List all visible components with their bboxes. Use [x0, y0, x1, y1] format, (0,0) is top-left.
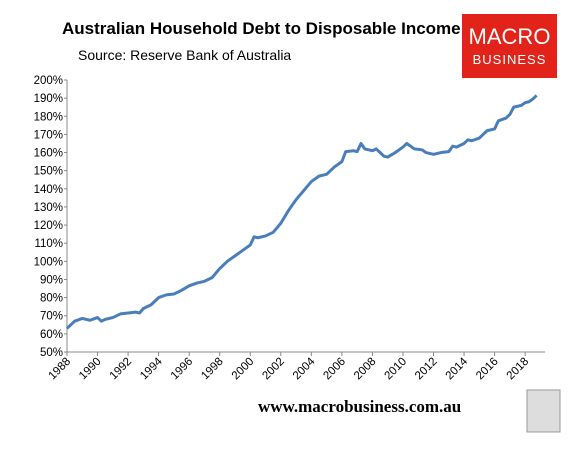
- logo-text: MACRO: [469, 24, 551, 49]
- x-tick-label: 1996: [169, 356, 196, 383]
- chart-subtitle: Source: Reserve Bank of Australia: [78, 47, 291, 63]
- x-tick-label: 2014: [444, 355, 471, 382]
- logo-icon: [526, 389, 561, 433]
- y-tick-label: 110%: [34, 238, 63, 250]
- y-tick-label: 100%: [34, 256, 63, 268]
- y-tick-label: 160%: [34, 148, 63, 160]
- y-tick-label: 170%: [34, 129, 63, 141]
- x-tick-label: 2000: [230, 356, 257, 383]
- y-tick-label: 140%: [34, 184, 63, 196]
- x-tick-label: 2018: [505, 356, 532, 383]
- x-tick-label: 1994: [138, 355, 165, 382]
- y-tick-label: 120%: [34, 220, 63, 232]
- x-tick-label: 1992: [108, 356, 135, 383]
- y-tick-label: 200%: [34, 75, 63, 87]
- y-tick-label: 60%: [40, 329, 63, 341]
- y-tick-label: 70%: [40, 311, 63, 323]
- x-tick-label: 2002: [260, 356, 287, 383]
- x-tick-label: 1990: [77, 356, 104, 383]
- y-tick-label: 180%: [34, 111, 63, 123]
- x-tick-label: 2004: [291, 355, 318, 382]
- data-line: [65, 94, 538, 330]
- footer-url: www.macrobusiness.com.au: [258, 397, 461, 416]
- x-tick-label: 2010: [383, 356, 410, 383]
- y-tick-label: 190%: [34, 93, 63, 105]
- logo-text: BUSINESS: [473, 52, 547, 67]
- x-tick-label: 2012: [413, 356, 440, 383]
- logo-box: [462, 14, 557, 78]
- x-tick-label: 1988: [47, 356, 74, 383]
- y-tick-label: 80%: [40, 293, 63, 305]
- y-tick-label: 150%: [34, 166, 63, 178]
- y-tick-label: 90%: [40, 274, 63, 286]
- y-tick-label: 50%: [40, 347, 63, 359]
- x-tick-label: 2008: [352, 356, 379, 383]
- x-tick-label: 2006: [321, 356, 348, 383]
- x-tick-label: 2016: [474, 356, 501, 383]
- x-tick-label: 1998: [199, 356, 226, 383]
- chart-title: Australian Household Debt to Disposable …: [62, 19, 461, 38]
- y-tick-label: 130%: [34, 202, 63, 214]
